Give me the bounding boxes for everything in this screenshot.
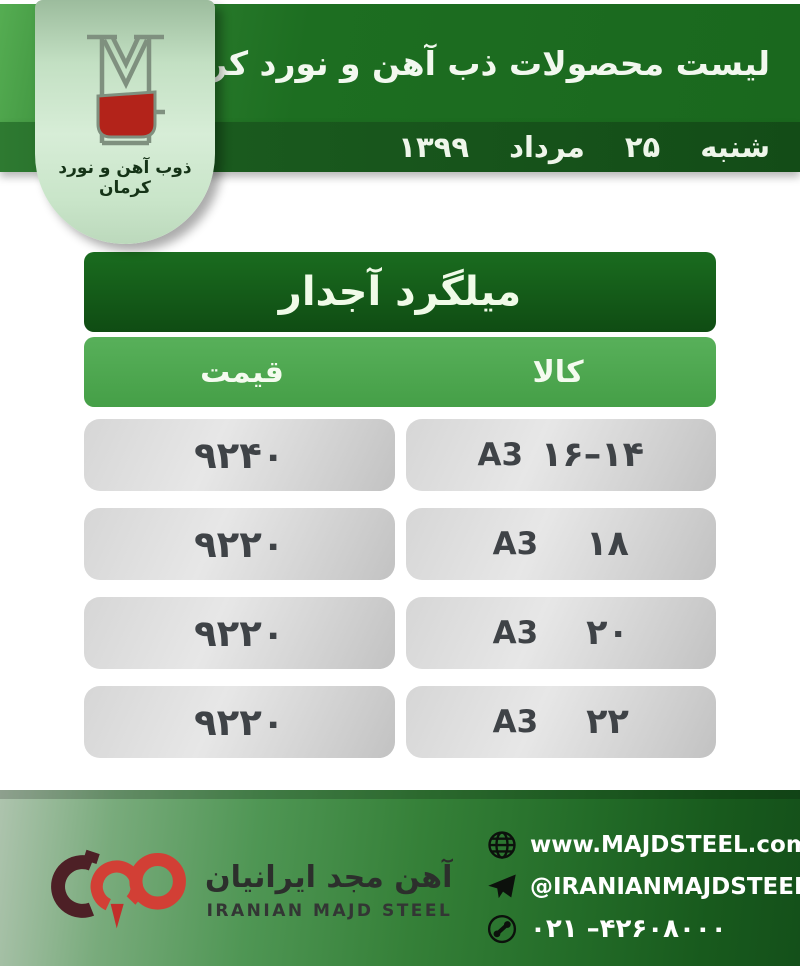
footer: آهن مجد ایرانیان IRANIAN MAJD STEEL www.… xyxy=(0,790,800,966)
table-row: ۹۲۲۰ A3 ۲۰ xyxy=(84,597,716,669)
brand-text: آهن مجد ایرانیان IRANIAN MAJD STEEL xyxy=(205,860,452,921)
product-size: ۱۶–۱۴ xyxy=(541,435,644,475)
date-day: ۲۵ xyxy=(624,130,661,164)
table-rows: ۹۲۴۰ A3 ۱۶–۱۴ ۹۲۲۰ A3 ۱۸ ۹۲۲۰ A3 ۲۰ xyxy=(84,419,716,758)
brand-name-fa: آهن مجد ایرانیان xyxy=(205,859,453,895)
website-text: www.MAJDSTEEL.com xyxy=(530,832,800,858)
phone-icon xyxy=(487,914,517,944)
table-row: ۹۲۲۰ A3 ۲۲ xyxy=(84,686,716,758)
price-table: میلگرد آجدار قیمت کالا ۹۲۴۰ A3 ۱۶–۱۴ ۹۲۲… xyxy=(84,252,716,758)
date-month: مرداد xyxy=(509,130,585,164)
product-grade: A3 xyxy=(492,615,539,651)
globe-icon xyxy=(488,831,516,859)
contact-phone: ۰۲۱ –۴۲۶۰۸۰۰۰ xyxy=(487,914,800,944)
column-header-price: قیمت xyxy=(200,354,284,390)
telegram-text: @IRANIANMAJDSTEEL xyxy=(530,874,800,900)
table-title: میلگرد آجدار xyxy=(84,252,716,332)
product-cell: A3 ۱۶–۱۴ xyxy=(405,419,716,491)
telegram-icon xyxy=(488,874,516,899)
product-cell: A3 ۲۰ xyxy=(405,597,716,669)
date: شنبه ۲۵ مرداد ۱۳۹۹ xyxy=(0,122,800,172)
brand-block: آهن مجد ایرانیان IRANIAN MAJD STEEL xyxy=(34,840,452,940)
product-grade: A3 xyxy=(477,437,524,473)
phone-text: ۰۲۱ –۴۲۶۰۸۰۰۰ xyxy=(530,914,727,944)
company-badge: ذوب آهن و نورد کرمان xyxy=(35,0,215,244)
product-grade: A3 xyxy=(492,704,539,740)
price-cell: ۹۲۴۰ xyxy=(84,419,395,491)
product-grade: A3 xyxy=(492,526,539,562)
contact-website: www.MAJDSTEEL.com xyxy=(487,830,800,860)
badge-company-name: ذوب آهن و نورد کرمان xyxy=(58,158,192,198)
column-header-product: کالا xyxy=(532,354,584,390)
product-size: ۲۰ xyxy=(586,613,629,653)
majd-steel-logo-icon xyxy=(51,849,186,929)
date-weekday: شنبه xyxy=(700,130,770,164)
price-cell: ۹۲۲۰ xyxy=(84,597,395,669)
product-size: ۲۲ xyxy=(586,702,629,742)
price-cell: ۹۲۲۰ xyxy=(84,508,395,580)
product-cell: A3 ۱۸ xyxy=(405,508,716,580)
table-row: ۹۲۴۰ A3 ۱۶–۱۴ xyxy=(84,419,716,491)
crucible-shape xyxy=(96,90,156,139)
brand-name-en: IRANIAN MAJD STEEL xyxy=(206,900,453,921)
price-cell: ۹۲۲۰ xyxy=(84,686,395,758)
table-row: ۹۲۲۰ A3 ۱۸ xyxy=(84,508,716,580)
page-title: لیست محصولات ذب آهن و نورد کرمان xyxy=(147,43,770,83)
table-column-headers: قیمت کالا xyxy=(84,337,716,407)
product-cell: A3 ۲۲ xyxy=(405,686,716,758)
contact-telegram: @IRANIANMAJDSTEEL xyxy=(487,872,800,902)
date-year: ۱۳۹۹ xyxy=(398,130,470,164)
product-size: ۱۸ xyxy=(586,524,629,564)
kerman-steel-logo-icon xyxy=(86,34,165,146)
contact-list: www.MAJDSTEEL.com @IRANIANMAJDSTEEL ۰ xyxy=(487,830,800,944)
